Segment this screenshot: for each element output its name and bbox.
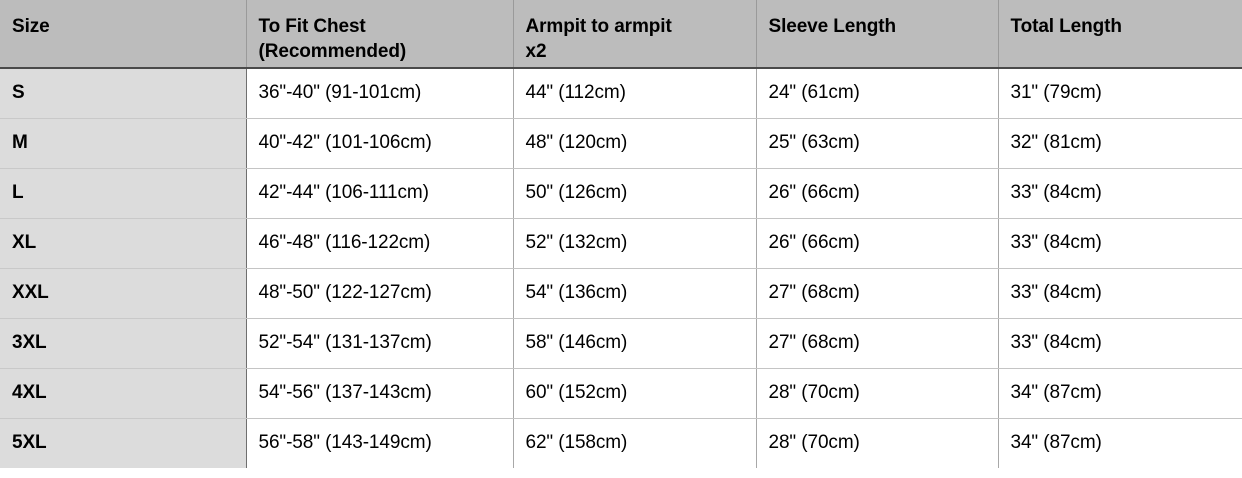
cell-size: XL xyxy=(0,218,247,269)
column-header-chest-line2: (Recommended) xyxy=(258,41,407,63)
cell-size: L xyxy=(0,168,247,219)
table-row: 4XL 54"-56" (137-143cm) 60" (152cm) 28" … xyxy=(0,368,1242,419)
table-row: L 42"-44" (106-111cm) 50" (126cm) 26" (6… xyxy=(0,168,1242,219)
cell-chest: 46"-48" (116-122cm) xyxy=(246,218,514,269)
cell-chest: 54"-56" (137-143cm) xyxy=(246,368,514,419)
cell-total: 33" (84cm) xyxy=(998,168,1242,219)
cell-sleeve: 27" (68cm) xyxy=(756,318,999,369)
column-header-armpit: Armpit to armpit x2 xyxy=(513,0,757,69)
size-chart-table: Size To Fit Chest (Recommended) Armpit t… xyxy=(0,0,1242,468)
cell-total: 31" (79cm) xyxy=(998,68,1242,119)
cell-chest: 42"-44" (106-111cm) xyxy=(246,168,514,219)
cell-sleeve: 25" (63cm) xyxy=(756,118,999,169)
cell-size: 5XL xyxy=(0,418,247,468)
header-row: Size To Fit Chest (Recommended) Armpit t… xyxy=(0,0,1242,69)
cell-armpit: 62" (158cm) xyxy=(513,418,757,468)
cell-armpit: 50" (126cm) xyxy=(513,168,757,219)
cell-size: 3XL xyxy=(0,318,247,369)
cell-size: 4XL xyxy=(0,368,247,419)
cell-armpit: 48" (120cm) xyxy=(513,118,757,169)
cell-sleeve: 24" (61cm) xyxy=(756,68,999,119)
table-body: S 36"-40" (91-101cm) 44" (112cm) 24" (61… xyxy=(0,68,1242,468)
table-row: 5XL 56"-58" (143-149cm) 62" (158cm) 28" … xyxy=(0,418,1242,468)
cell-chest: 40"-42" (101-106cm) xyxy=(246,118,514,169)
cell-total: 34" (87cm) xyxy=(998,368,1242,419)
cell-total: 33" (84cm) xyxy=(998,318,1242,369)
cell-size: S xyxy=(0,68,247,119)
cell-sleeve: 28" (70cm) xyxy=(756,368,999,419)
cell-armpit: 60" (152cm) xyxy=(513,368,757,419)
cell-size: XXL xyxy=(0,268,247,319)
cell-total: 33" (84cm) xyxy=(998,218,1242,269)
cell-total: 33" (84cm) xyxy=(998,268,1242,319)
column-header-armpit-line1: Armpit to armpit xyxy=(525,16,672,37)
table-header: Size To Fit Chest (Recommended) Armpit t… xyxy=(0,0,1242,69)
cell-total: 34" (87cm) xyxy=(998,418,1242,468)
column-header-armpit-line2: x2 xyxy=(525,41,547,63)
cell-total: 32" (81cm) xyxy=(998,118,1242,169)
cell-sleeve: 27" (68cm) xyxy=(756,268,999,319)
cell-chest: 56"-58" (143-149cm) xyxy=(246,418,514,468)
cell-armpit: 52" (132cm) xyxy=(513,218,757,269)
column-header-total: Total Length xyxy=(998,0,1242,69)
cell-chest: 48"-50" (122-127cm) xyxy=(246,268,514,319)
column-header-sleeve: Sleeve Length xyxy=(756,0,999,69)
cell-armpit: 54" (136cm) xyxy=(513,268,757,319)
cell-sleeve: 28" (70cm) xyxy=(756,418,999,468)
column-header-chest: To Fit Chest (Recommended) xyxy=(246,0,514,69)
cell-sleeve: 26" (66cm) xyxy=(756,168,999,219)
cell-size: M xyxy=(0,118,247,169)
column-header-chest-line1: To Fit Chest xyxy=(258,16,366,37)
cell-sleeve: 26" (66cm) xyxy=(756,218,999,269)
column-header-size: Size xyxy=(0,0,247,69)
cell-chest: 52"-54" (131-137cm) xyxy=(246,318,514,369)
table-row: M 40"-42" (101-106cm) 48" (120cm) 25" (6… xyxy=(0,118,1242,169)
table-row: XL 46"-48" (116-122cm) 52" (132cm) 26" (… xyxy=(0,218,1242,269)
table-row: XXL 48"-50" (122-127cm) 54" (136cm) 27" … xyxy=(0,268,1242,319)
table-row: S 36"-40" (91-101cm) 44" (112cm) 24" (61… xyxy=(0,68,1242,119)
cell-chest: 36"-40" (91-101cm) xyxy=(246,68,514,119)
table-row: 3XL 52"-54" (131-137cm) 58" (146cm) 27" … xyxy=(0,318,1242,369)
cell-armpit: 44" (112cm) xyxy=(513,68,757,119)
cell-armpit: 58" (146cm) xyxy=(513,318,757,369)
